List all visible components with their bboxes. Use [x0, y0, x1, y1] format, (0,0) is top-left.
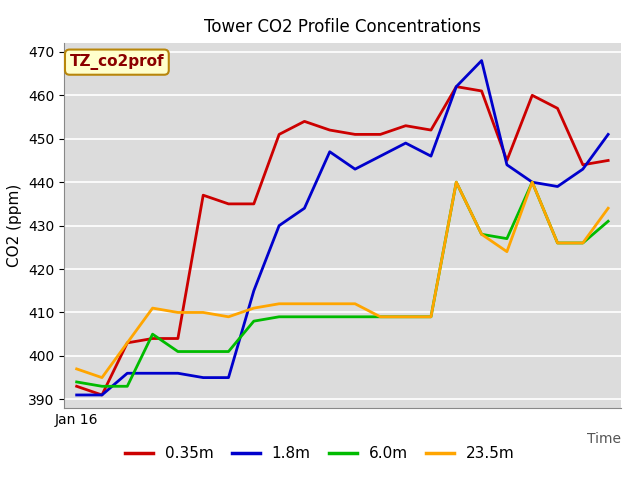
Title: Tower CO2 Profile Concentrations: Tower CO2 Profile Concentrations — [204, 18, 481, 36]
0.35m — [503, 157, 511, 163]
1.8m — [554, 184, 561, 190]
Line: 0.35m: 0.35m — [77, 86, 608, 395]
6.0m — [174, 348, 182, 354]
1.8m — [427, 153, 435, 159]
6.0m — [427, 314, 435, 320]
23.5m — [326, 301, 333, 307]
1.8m — [351, 166, 359, 172]
6.0m — [148, 331, 156, 337]
1.8m — [503, 162, 511, 168]
0.35m — [529, 93, 536, 98]
6.0m — [73, 379, 81, 385]
23.5m — [124, 340, 131, 346]
0.35m — [250, 201, 258, 207]
0.35m — [427, 127, 435, 133]
0.35m — [124, 340, 131, 346]
6.0m — [452, 180, 460, 185]
1.8m — [98, 392, 106, 398]
6.0m — [529, 180, 536, 185]
Line: 23.5m: 23.5m — [77, 182, 608, 378]
23.5m — [604, 205, 612, 211]
1.8m — [301, 205, 308, 211]
Legend: 0.35m, 1.8m, 6.0m, 23.5m: 0.35m, 1.8m, 6.0m, 23.5m — [119, 440, 521, 468]
0.35m — [376, 132, 384, 137]
1.8m — [452, 84, 460, 89]
1.8m — [477, 58, 486, 63]
1.8m — [174, 371, 182, 376]
0.35m — [275, 132, 283, 137]
0.35m — [148, 336, 156, 341]
0.35m — [174, 336, 182, 341]
23.5m — [427, 314, 435, 320]
0.35m — [554, 106, 561, 111]
6.0m — [124, 384, 131, 389]
1.8m — [376, 153, 384, 159]
1.8m — [73, 392, 81, 398]
23.5m — [225, 314, 232, 320]
23.5m — [376, 314, 384, 320]
6.0m — [376, 314, 384, 320]
1.8m — [604, 132, 612, 137]
1.8m — [326, 149, 333, 155]
0.35m — [604, 157, 612, 163]
0.35m — [301, 119, 308, 124]
0.35m — [98, 392, 106, 398]
23.5m — [554, 240, 561, 246]
Text: Time: Time — [587, 432, 621, 446]
1.8m — [402, 140, 410, 146]
Y-axis label: CO2 (ppm): CO2 (ppm) — [7, 184, 22, 267]
Line: 1.8m: 1.8m — [77, 60, 608, 395]
6.0m — [554, 240, 561, 246]
23.5m — [174, 310, 182, 315]
0.35m — [402, 123, 410, 129]
6.0m — [275, 314, 283, 320]
23.5m — [452, 180, 460, 185]
23.5m — [275, 301, 283, 307]
6.0m — [503, 236, 511, 241]
0.35m — [351, 132, 359, 137]
23.5m — [529, 180, 536, 185]
23.5m — [477, 231, 486, 237]
23.5m — [148, 305, 156, 311]
1.8m — [225, 375, 232, 381]
0.35m — [200, 192, 207, 198]
1.8m — [275, 223, 283, 228]
23.5m — [73, 366, 81, 372]
6.0m — [477, 231, 486, 237]
6.0m — [200, 348, 207, 354]
6.0m — [326, 314, 333, 320]
6.0m — [604, 218, 612, 224]
23.5m — [402, 314, 410, 320]
6.0m — [351, 314, 359, 320]
0.35m — [452, 84, 460, 89]
23.5m — [579, 240, 587, 246]
6.0m — [301, 314, 308, 320]
0.35m — [225, 201, 232, 207]
6.0m — [579, 240, 587, 246]
6.0m — [250, 318, 258, 324]
6.0m — [98, 384, 106, 389]
23.5m — [351, 301, 359, 307]
23.5m — [503, 249, 511, 254]
1.8m — [148, 371, 156, 376]
1.8m — [250, 288, 258, 294]
23.5m — [200, 310, 207, 315]
1.8m — [529, 180, 536, 185]
23.5m — [301, 301, 308, 307]
1.8m — [200, 375, 207, 381]
0.35m — [326, 127, 333, 133]
0.35m — [477, 88, 486, 94]
Line: 6.0m: 6.0m — [77, 182, 608, 386]
0.35m — [579, 162, 587, 168]
0.35m — [73, 384, 81, 389]
6.0m — [225, 348, 232, 354]
23.5m — [250, 305, 258, 311]
1.8m — [579, 166, 587, 172]
Text: TZ_co2prof: TZ_co2prof — [70, 54, 164, 70]
1.8m — [124, 371, 131, 376]
6.0m — [402, 314, 410, 320]
23.5m — [98, 375, 106, 381]
